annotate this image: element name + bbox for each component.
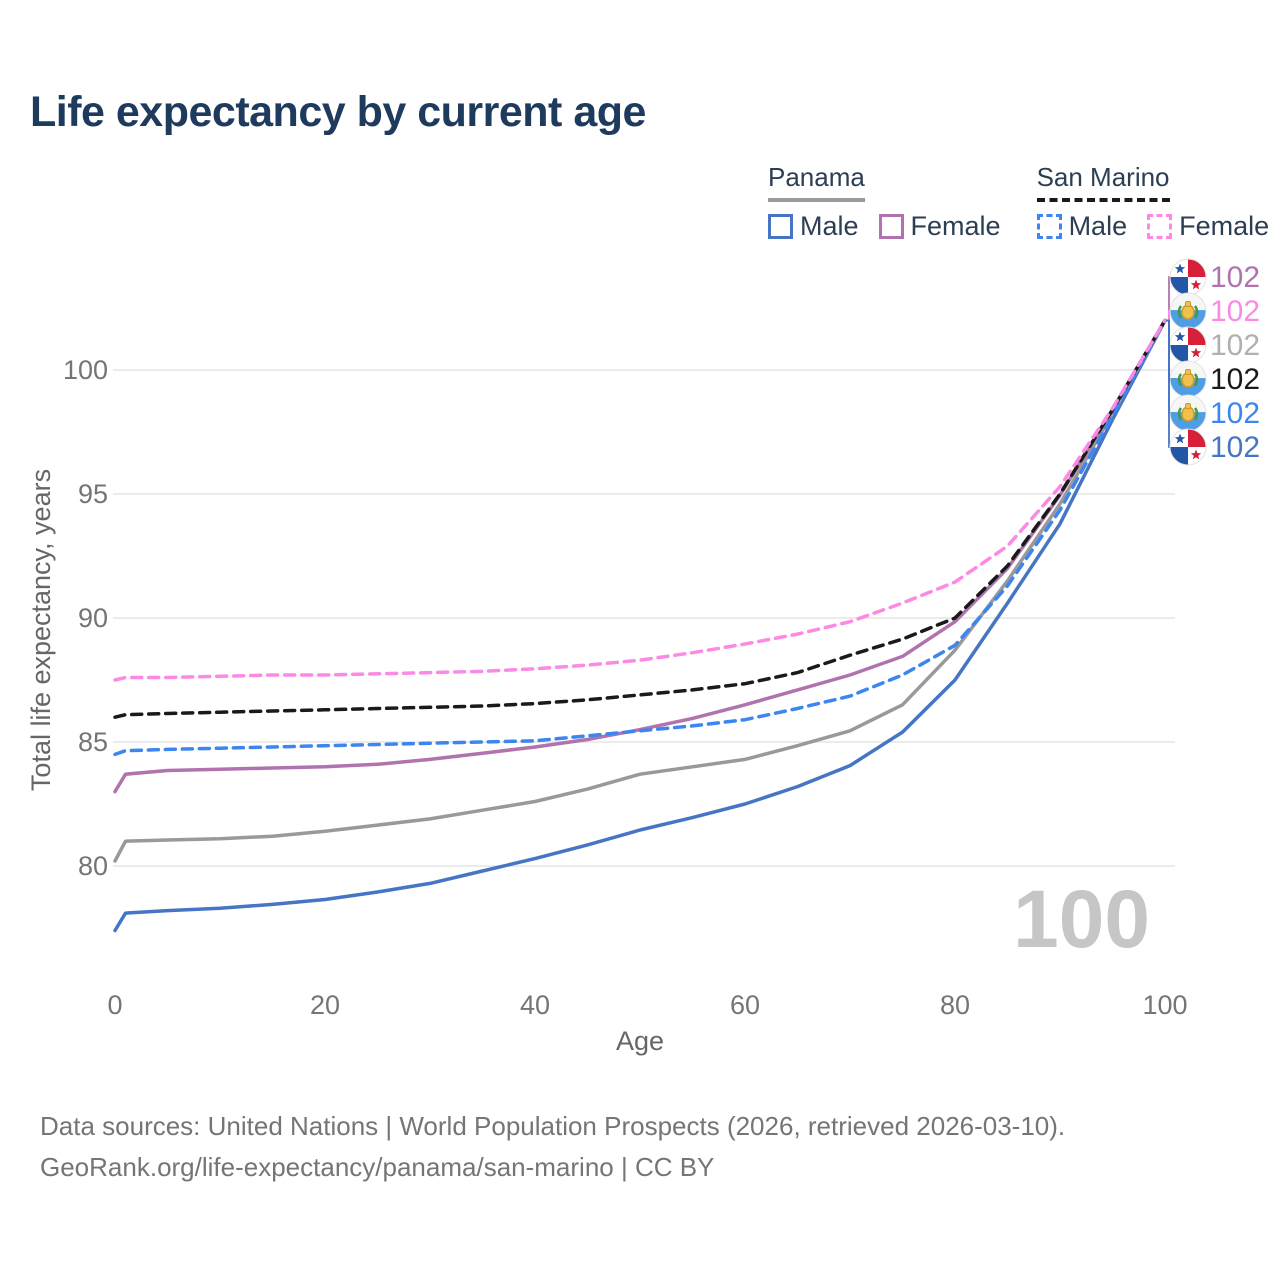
legend-item-label: Male bbox=[800, 211, 859, 241]
y-tick-label: 90 bbox=[78, 603, 108, 633]
legend-country-panama[interactable]: Panama bbox=[768, 162, 865, 202]
panama-flag-icon bbox=[1169, 258, 1207, 296]
legend-item-panama-female[interactable]: Female bbox=[878, 211, 1001, 242]
legend-item-san-marino-male[interactable]: Male bbox=[1036, 211, 1128, 242]
x-tick-label: 100 bbox=[1142, 990, 1187, 1020]
chart-legend: Panama Male Female San Marino Ma bbox=[768, 162, 1269, 242]
end-value-label-san-marino-female: 102 bbox=[1210, 295, 1260, 328]
x-tick-label: 0 bbox=[107, 990, 122, 1020]
panama-flag-icon bbox=[1169, 428, 1207, 466]
panama-flag-icon bbox=[1169, 326, 1207, 364]
panama-male-swatch-icon bbox=[768, 214, 793, 239]
legend-item-label: Female bbox=[1179, 211, 1270, 241]
series-line-panama-total[interactable] bbox=[113, 318, 1167, 863]
page-title: Life expectancy by current age bbox=[30, 88, 646, 136]
footer-sources-line: Data sources: United Nations | World Pop… bbox=[40, 1111, 1066, 1141]
san-marino-male-swatch-icon bbox=[1036, 214, 1062, 239]
series-line-san-marino-male[interactable] bbox=[113, 318, 1167, 757]
footer-url-line: GeoRank.org/life-expectancy/panama/san-m… bbox=[40, 1151, 715, 1182]
x-tick-label: 80 bbox=[940, 990, 970, 1020]
san-marino-flag-icon bbox=[1169, 394, 1207, 432]
x-axis-title: Age bbox=[616, 1026, 664, 1056]
y-axis-title: Total life expectancy, years bbox=[26, 469, 56, 791]
legend-country-label: San Marino bbox=[1036, 162, 1170, 192]
series-line-panama-male[interactable] bbox=[113, 318, 1167, 933]
current-age-watermark: 100 bbox=[1013, 874, 1150, 965]
series-line-panama-female[interactable] bbox=[113, 318, 1167, 794]
legend-item-label: Female bbox=[910, 211, 1001, 241]
san-marino-female-swatch-icon bbox=[1147, 214, 1173, 239]
end-value-label-san-marino-male: 102 bbox=[1210, 397, 1260, 430]
legend-group-san-marino: San Marino Male Female bbox=[1036, 162, 1269, 242]
end-value-label-panama-total: 102 bbox=[1210, 329, 1260, 362]
x-tick-label: 60 bbox=[730, 990, 760, 1020]
end-value-label-panama-female: 102 bbox=[1210, 261, 1260, 294]
life-expectancy-chart[interactable]: 80 85 90 95 100 0 20 40 60 80 100 Age Total life exp… bbox=[0, 0, 1280, 1090]
series-line-san-marino-total[interactable] bbox=[113, 318, 1167, 719]
series-line-san-marino-female[interactable] bbox=[113, 318, 1167, 682]
end-value-label-san-marino-total: 102 bbox=[1210, 363, 1260, 396]
x-tick-label: 40 bbox=[520, 990, 550, 1020]
y-tick-label: 95 bbox=[78, 479, 108, 509]
x-tick-label: 20 bbox=[310, 990, 340, 1020]
legend-item-panama-male[interactable]: Male bbox=[768, 211, 859, 242]
legend-item-label: Male bbox=[1068, 211, 1128, 241]
y-tick-label: 80 bbox=[78, 851, 108, 881]
legend-country-label: Panama bbox=[768, 162, 865, 192]
legend-group-panama: Panama Male Female bbox=[768, 162, 1001, 242]
end-value-label-panama-male: 102 bbox=[1210, 431, 1260, 464]
data-source-footer: Data sources: United Nations | World Pop… bbox=[40, 1106, 1065, 1188]
y-tick-label: 85 bbox=[78, 727, 108, 757]
san-marino-flag-icon bbox=[1169, 292, 1207, 330]
san-marino-flag-icon bbox=[1169, 360, 1207, 398]
legend-country-san-marino[interactable]: San Marino bbox=[1036, 162, 1170, 202]
legend-item-san-marino-female[interactable]: Female bbox=[1147, 211, 1269, 242]
y-tick-label: 100 bbox=[63, 355, 108, 385]
panama-female-swatch-icon bbox=[878, 214, 904, 239]
